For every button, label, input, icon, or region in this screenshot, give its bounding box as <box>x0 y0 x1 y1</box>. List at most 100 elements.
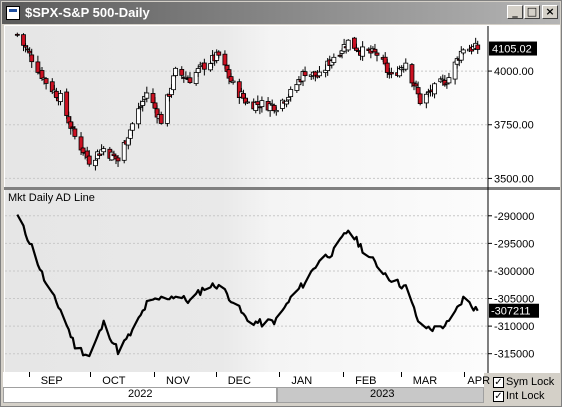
candle-body <box>164 94 170 124</box>
candle-body <box>271 104 277 112</box>
month-tick <box>90 372 92 377</box>
month-tick <box>215 372 217 377</box>
candle-body <box>337 54 343 57</box>
candle-body <box>317 71 322 77</box>
year-2022-band <box>3 387 277 403</box>
month-strip: SEP OCT NOV DEC JAN FEB MAR APR <box>3 372 490 387</box>
chart-area[interactable]: 3500.00 3750.00 4000.00 4105.02 -315000 -3100… <box>4 25 560 373</box>
candle-body <box>423 93 429 104</box>
month-tick <box>279 372 281 377</box>
candle-body <box>86 155 92 165</box>
candle-body <box>158 114 164 124</box>
candle-body <box>80 147 86 154</box>
candle-body <box>331 56 337 63</box>
candle-body <box>115 157 121 162</box>
month-tick <box>28 372 30 377</box>
candle-body <box>345 39 351 51</box>
title-bar[interactable]: $SPX-S&P 500-Daily _ □ × <box>2 2 560 24</box>
maximize-button[interactable]: □ <box>524 5 540 19</box>
candle-body <box>302 71 308 76</box>
x-axis: SEP OCT NOV DEC JAN FEB MAR APR 2022 2023 <box>3 372 490 404</box>
candle-body <box>144 92 150 99</box>
candle-body <box>39 70 45 80</box>
ad-tick-label: -300000 <box>494 266 534 278</box>
ad-tick-label: -295000 <box>494 238 534 250</box>
app-chart-icon[interactable] <box>6 6 20 20</box>
candle-body <box>111 153 117 157</box>
candle-body <box>374 52 380 56</box>
candle-body <box>432 83 437 95</box>
month-label: FEB <box>355 375 377 387</box>
ad-tick-label: -290000 <box>494 211 534 223</box>
candle-body <box>446 77 452 84</box>
year-2022-label: 2022 <box>128 388 153 400</box>
candle-body <box>201 62 207 70</box>
month-label: NOV <box>166 375 190 387</box>
candle-body <box>372 48 378 53</box>
candle-body <box>193 72 199 84</box>
ad-tick-label: -310000 <box>494 321 534 333</box>
year-2023-band <box>277 387 484 403</box>
year-strip: 2022 2023 <box>3 387 484 403</box>
int-lock-checkbox[interactable]: ✓ <box>493 391 504 402</box>
price-tick-label: 3500.00 <box>494 173 534 185</box>
candle-body <box>93 159 98 167</box>
month-tick <box>343 372 345 377</box>
candle-body <box>286 96 292 101</box>
chart-canvas[interactable]: 3500.00 3750.00 4000.00 4105.02 -315000 -3100… <box>4 25 560 373</box>
price-last-value-box <box>489 41 537 56</box>
candle-body <box>354 47 359 51</box>
bottom-controls: ✓ Sym Lock ✓ Int Lock <box>4 373 560 405</box>
candle-body <box>130 123 135 131</box>
candle-body <box>29 54 35 63</box>
candle-body <box>245 101 250 104</box>
candle-body <box>294 84 300 91</box>
candle-body <box>216 51 222 56</box>
ad-last-value-box <box>489 303 539 318</box>
candle-body <box>413 83 419 87</box>
candle-body <box>27 50 33 54</box>
candle-body <box>58 93 63 102</box>
candle-body <box>127 129 133 139</box>
ad-panel-title: Mkt Daily AD Line <box>8 192 95 204</box>
candle-body <box>171 75 176 91</box>
sym-lock-checkbox[interactable]: ✓ <box>493 377 504 388</box>
candle-body <box>25 48 31 51</box>
candle-body <box>288 89 294 98</box>
candle-body <box>255 101 261 106</box>
candle-body <box>259 100 265 108</box>
candle-body <box>150 93 156 104</box>
int-lock-label: Int Lock <box>506 390 545 402</box>
candle-body <box>417 93 423 105</box>
sym-lock-label: Sym Lock <box>506 376 555 388</box>
price-tick-label: 3750.00 <box>494 120 534 132</box>
month-tick <box>464 372 466 377</box>
candle-body <box>53 90 59 98</box>
candle-body <box>460 49 466 54</box>
candle-body <box>136 108 141 125</box>
candle-body <box>64 91 70 116</box>
month-label: MAR <box>412 375 438 387</box>
candle-body <box>452 61 458 80</box>
window-title: $SPX-S&P 500-Daily <box>25 5 150 20</box>
month-label: OCT <box>102 375 126 387</box>
month-label: DEC <box>227 375 251 387</box>
year-2023-label: 2023 <box>370 388 395 400</box>
price-panel-bg <box>5 26 488 187</box>
month-tick <box>400 372 402 377</box>
candle-body <box>152 102 158 109</box>
candle-body <box>403 62 409 70</box>
close-button[interactable]: × <box>542 5 558 19</box>
candle-body <box>43 78 49 84</box>
candle-body <box>23 45 28 48</box>
ad-panel-bg <box>5 190 488 373</box>
candle-body <box>140 101 146 106</box>
minimize-button[interactable]: _ <box>507 5 523 19</box>
candle-body <box>21 34 26 46</box>
month-label: SEP <box>40 375 63 387</box>
candle-body <box>222 53 228 66</box>
candle-body <box>125 137 131 146</box>
candle-body <box>384 62 390 73</box>
candle-body <box>230 80 236 83</box>
